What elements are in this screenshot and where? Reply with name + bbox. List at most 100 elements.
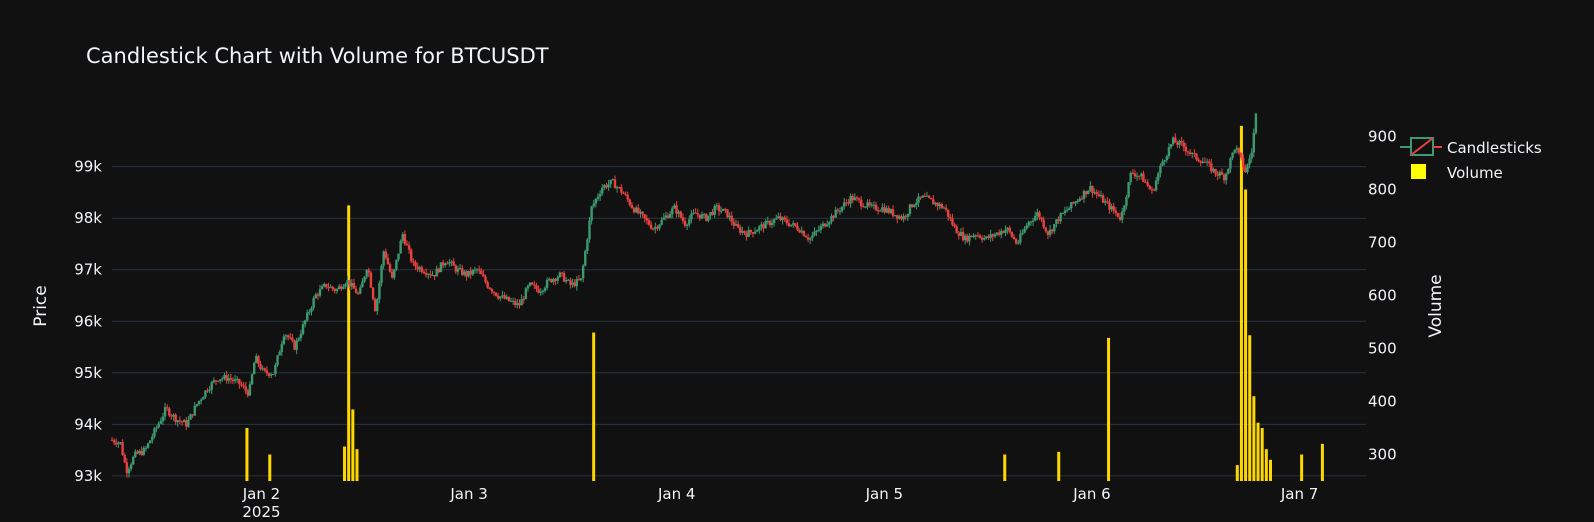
- legend-item-volume[interactable]: Volume: [1411, 164, 1503, 182]
- candle-body: [677, 211, 680, 214]
- y2-tick-label: 900: [1368, 128, 1397, 146]
- y-tick-label: 96k: [74, 312, 102, 330]
- legend[interactable]: Candlesticks Volume: [1400, 137, 1542, 182]
- candle-body: [919, 196, 922, 198]
- candle-body: [1197, 159, 1200, 162]
- candle-body: [887, 208, 890, 213]
- candle-body: [327, 287, 330, 289]
- candle-body: [216, 380, 220, 382]
- volume-bar: [347, 205, 351, 481]
- candle-body: [558, 272, 562, 278]
- candle-body: [643, 214, 646, 219]
- candle-body: [605, 185, 608, 188]
- candle-body: [1227, 168, 1230, 174]
- candle-body: [1038, 212, 1041, 218]
- candle-body: [596, 196, 600, 199]
- candle-body: [760, 224, 763, 227]
- candle-body: [1231, 152, 1234, 159]
- candle-body: [594, 198, 598, 204]
- y2-tick-label: 700: [1368, 234, 1397, 252]
- candle-body: [707, 215, 710, 221]
- candle-body: [989, 234, 992, 239]
- candle-body: [378, 283, 381, 300]
- candle-body: [301, 324, 305, 335]
- candle-body: [365, 270, 368, 277]
- candle-body: [842, 202, 846, 207]
- candle-body: [717, 205, 721, 212]
- candle-body: [906, 213, 910, 217]
- candle-body: [1152, 189, 1156, 191]
- candle-body: [397, 253, 400, 260]
- candle-body: [930, 197, 933, 200]
- candle-body: [490, 289, 494, 292]
- candle-body: [463, 271, 466, 275]
- candle-body: [437, 268, 441, 273]
- volume-bar: [1300, 454, 1304, 481]
- candle-body: [690, 213, 693, 220]
- volume-bar: [1244, 189, 1248, 481]
- candle-body: [407, 245, 411, 250]
- candle-body: [197, 400, 201, 405]
- candle-body: [688, 219, 691, 225]
- candle-body: [893, 215, 897, 217]
- y2-tick-label: 500: [1368, 340, 1397, 358]
- candle-body: [1057, 219, 1060, 222]
- candle-body: [1129, 172, 1132, 183]
- candle-body: [507, 296, 511, 301]
- candle-body: [524, 288, 528, 300]
- legend-item-candlesticks[interactable]: Candlesticks: [1400, 137, 1542, 157]
- candle-body: [176, 420, 179, 423]
- candle-body: [1131, 172, 1135, 174]
- candle-body: [1205, 161, 1209, 163]
- candle-body: [1050, 229, 1054, 232]
- candle-body: [1010, 231, 1014, 237]
- candle-body: [1137, 175, 1141, 177]
- candle-body: [879, 210, 882, 212]
- candle-body: [1133, 173, 1137, 177]
- candle-body: [320, 286, 324, 290]
- candle-body: [741, 230, 744, 233]
- candle-body: [435, 268, 438, 277]
- candle-body: [191, 414, 194, 416]
- candle-body: [263, 368, 267, 371]
- candle-body: [758, 226, 761, 231]
- candle-body: [700, 214, 704, 219]
- candle-body: [711, 212, 714, 215]
- candle-body: [363, 276, 366, 282]
- candle-body: [632, 208, 636, 213]
- volume-series: [245, 125, 1324, 482]
- candle-body: [1076, 201, 1079, 203]
- candle-body: [845, 202, 848, 204]
- candle-body: [414, 261, 417, 267]
- candle-body: [611, 179, 615, 181]
- candle-body: [705, 214, 708, 221]
- candle-body: [297, 338, 300, 341]
- candle-body: [354, 288, 358, 294]
- candle-body: [1142, 173, 1145, 182]
- candle-body: [329, 286, 332, 288]
- candle-body: [823, 223, 827, 227]
- candle-body: [142, 447, 146, 455]
- candle-body: [117, 442, 120, 445]
- candle-body: [753, 231, 757, 234]
- candle-body: [123, 454, 126, 463]
- candle-body: [325, 283, 328, 288]
- candle-body: [337, 286, 341, 290]
- candle-body: [772, 219, 776, 224]
- candle-body: [323, 283, 326, 287]
- candle-body: [817, 229, 820, 231]
- candle-body: [651, 228, 655, 230]
- candle-body: [917, 196, 920, 203]
- candle-body: [295, 340, 298, 350]
- candle-body: [482, 274, 485, 277]
- candle-body: [1222, 174, 1226, 181]
- candle-body: [588, 220, 591, 240]
- candle-body: [1216, 173, 1219, 176]
- candle-body: [1225, 173, 1228, 181]
- candle-body: [1084, 190, 1088, 195]
- candle-body: [433, 274, 436, 277]
- candle-body: [369, 272, 373, 288]
- candle-body: [1191, 152, 1194, 154]
- candle-body: [953, 224, 956, 227]
- candle-body: [488, 287, 491, 290]
